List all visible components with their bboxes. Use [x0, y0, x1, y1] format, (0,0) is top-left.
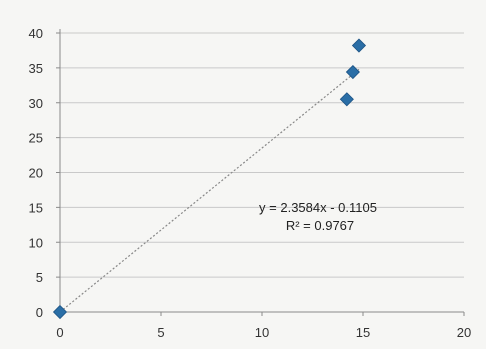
x-tick-label-0: 0	[56, 325, 63, 340]
y-tick-label-25: 25	[29, 131, 43, 146]
data-point-0-0	[52, 304, 68, 320]
y-tick-label-0: 0	[36, 305, 43, 320]
y-tick-label-15: 15	[29, 200, 43, 215]
trendline-group	[59, 68, 360, 313]
y-tick-label-5: 5	[36, 270, 43, 285]
data-point-0-3	[351, 38, 367, 53]
gridlines	[60, 32, 464, 278]
y-tick-label-35: 35	[29, 61, 43, 76]
y-tick-label-30: 30	[29, 96, 43, 111]
data-points	[52, 38, 367, 320]
y-tick-label-20: 20	[29, 166, 43, 181]
linear-trendline	[59, 68, 360, 313]
data-point-0-2	[345, 64, 360, 80]
r-squared-label: R² = 0.9767	[286, 218, 354, 233]
data-point-0-1	[339, 92, 354, 107]
trendline-equation: y = 2.3584x - 0.1105	[259, 200, 377, 215]
y-tick-label-10: 10	[29, 235, 43, 250]
y-tick-label-40: 40	[29, 26, 43, 41]
axes	[56, 29, 465, 316]
y-tick-labels: 0 5 10 15 20 25 30 35 40	[29, 26, 43, 320]
x-tick-label-20: 20	[457, 325, 471, 340]
x-tick-label-15: 15	[356, 325, 370, 340]
x-tick-labels: 0 5 10 15 20	[56, 325, 471, 340]
x-tick-label-10: 10	[255, 325, 269, 340]
x-tick-label-5: 5	[157, 325, 164, 340]
